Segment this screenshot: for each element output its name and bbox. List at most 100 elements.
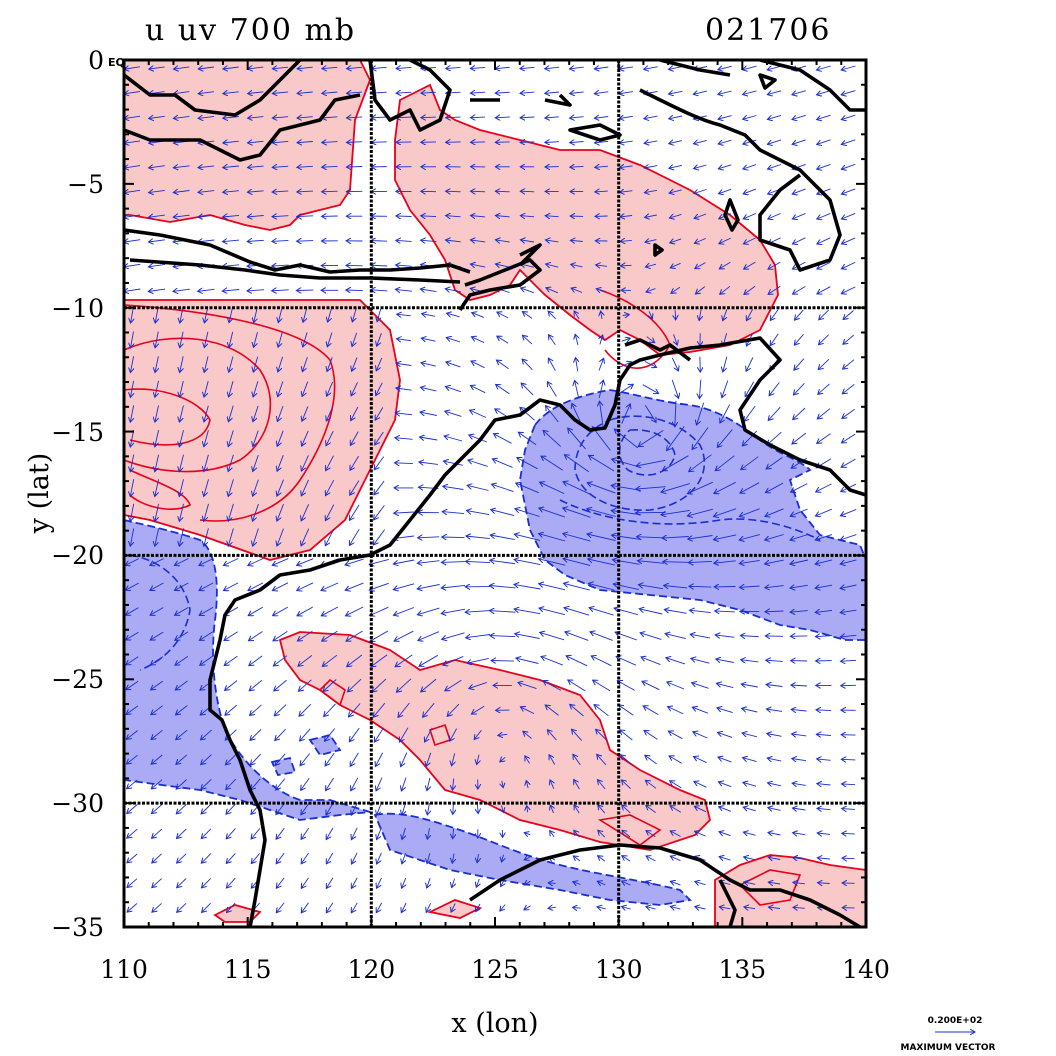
wind-vector bbox=[224, 582, 239, 591]
wind-vector bbox=[326, 431, 334, 446]
coast-small-isles-2 bbox=[723, 198, 740, 232]
wind-vector bbox=[842, 433, 856, 443]
wind-vector bbox=[152, 853, 162, 863]
wind-vector bbox=[841, 188, 856, 194]
wind-vector bbox=[636, 487, 666, 489]
wind-vector bbox=[276, 778, 286, 790]
wind-vector bbox=[767, 758, 782, 761]
wind-vector bbox=[694, 189, 707, 194]
wind-vector bbox=[524, 906, 531, 910]
wind-vector bbox=[201, 828, 212, 839]
wind-vector bbox=[490, 611, 516, 613]
wind-vector bbox=[376, 357, 383, 371]
wind-vector bbox=[127, 903, 138, 913]
wind-vector bbox=[740, 636, 759, 637]
wind-vector bbox=[545, 92, 560, 93]
wind-vector bbox=[272, 117, 289, 118]
wind-vector bbox=[179, 528, 184, 546]
wind-vector bbox=[150, 631, 164, 640]
wind-vector bbox=[395, 413, 413, 415]
wind-vector bbox=[792, 759, 807, 761]
wind-vector bbox=[345, 558, 364, 565]
wind-vector bbox=[155, 528, 160, 546]
wind-vector bbox=[299, 703, 312, 716]
wind-vector bbox=[247, 290, 265, 291]
wind-vector bbox=[574, 311, 580, 320]
wind-vector bbox=[377, 877, 382, 888]
wind-vector bbox=[644, 360, 657, 367]
wind-vector bbox=[622, 856, 631, 862]
wind-vector bbox=[441, 585, 466, 588]
wind-vector bbox=[151, 729, 163, 739]
wind-vector bbox=[742, 708, 758, 712]
wind-vector bbox=[699, 379, 700, 399]
wind-vector bbox=[619, 92, 633, 94]
wind-vector bbox=[326, 406, 334, 421]
wind-vector bbox=[248, 166, 264, 167]
wind-vector bbox=[474, 730, 482, 739]
wind-vector bbox=[661, 483, 690, 493]
wind-vector bbox=[719, 907, 731, 909]
wind-vector bbox=[588, 583, 615, 591]
wind-vector bbox=[601, 311, 602, 319]
wind-vector bbox=[841, 163, 856, 169]
wind-vector bbox=[445, 679, 462, 691]
wind-vector bbox=[396, 216, 412, 217]
wind-vector bbox=[402, 877, 406, 888]
wind-vector bbox=[715, 455, 735, 471]
wind-vector bbox=[496, 360, 509, 370]
wind-vector bbox=[618, 384, 634, 395]
wind-vector bbox=[469, 435, 487, 443]
wind-vector bbox=[687, 481, 713, 493]
wind-vector bbox=[716, 659, 734, 662]
wind-vector bbox=[125, 558, 140, 566]
wind-vector bbox=[596, 265, 608, 266]
wind-vector bbox=[816, 483, 832, 492]
wind-vector bbox=[719, 261, 731, 269]
wind-vector bbox=[743, 832, 756, 835]
wind-vector bbox=[297, 606, 314, 616]
wind-vector bbox=[719, 832, 731, 836]
wind-vector bbox=[421, 387, 437, 392]
wind-vector bbox=[817, 808, 831, 809]
wind-vector bbox=[817, 784, 831, 785]
wind-vector bbox=[150, 558, 164, 566]
wind-vector bbox=[349, 727, 360, 742]
wind-vector bbox=[202, 878, 212, 887]
wind-vector bbox=[467, 485, 489, 491]
wind-vector bbox=[350, 431, 359, 446]
wind-vector bbox=[229, 331, 234, 348]
wind-vector bbox=[539, 584, 566, 591]
wind-vector bbox=[125, 582, 139, 590]
coast-new-guinea bbox=[639, 60, 866, 272]
wind-vector bbox=[394, 512, 414, 513]
wind-vector bbox=[598, 830, 606, 838]
wind-vector bbox=[297, 558, 314, 566]
wind-vector bbox=[148, 289, 166, 291]
wind-vector bbox=[176, 729, 188, 739]
wind-vector bbox=[425, 727, 433, 742]
wind-vector bbox=[130, 380, 133, 398]
wind-vector bbox=[445, 289, 461, 292]
y-tick-label: −20 bbox=[51, 541, 104, 570]
wind-vector bbox=[177, 853, 187, 863]
wind-vector bbox=[598, 380, 603, 399]
wind-vector bbox=[277, 455, 284, 471]
wind-vector bbox=[297, 92, 313, 93]
wind-vector bbox=[417, 561, 440, 564]
wind-vector bbox=[522, 312, 533, 319]
wind-vector bbox=[248, 606, 264, 615]
wind-vector bbox=[327, 332, 333, 347]
wind-vector bbox=[791, 709, 807, 711]
wind-vector bbox=[247, 216, 264, 217]
wind-vector bbox=[346, 606, 364, 616]
wind-vector bbox=[204, 356, 209, 372]
coast-australia-west bbox=[208, 553, 371, 927]
wind-vector bbox=[276, 877, 285, 888]
wind-vector bbox=[374, 456, 385, 470]
wind-vector bbox=[302, 406, 309, 421]
wind-vector bbox=[173, 191, 190, 193]
wind-vector bbox=[453, 828, 454, 839]
wind-vector bbox=[371, 654, 388, 667]
wind-vector bbox=[126, 656, 139, 665]
